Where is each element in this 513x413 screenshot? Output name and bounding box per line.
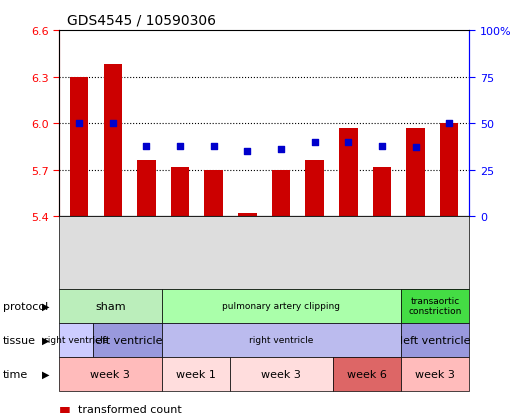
Point [109, 121, 117, 127]
Bar [70, 78, 88, 217]
Text: week 1: week 1 [176, 369, 216, 379]
Point [75, 121, 83, 127]
Text: left ventricle: left ventricle [400, 335, 470, 345]
Point [378, 143, 386, 150]
Point [310, 139, 319, 146]
Text: left ventricle: left ventricle [92, 335, 163, 345]
Text: week 3: week 3 [90, 369, 130, 379]
Bar [440, 124, 459, 217]
Text: week 3: week 3 [415, 369, 455, 379]
Point [411, 145, 420, 152]
Text: protocol: protocol [3, 301, 48, 311]
Text: sham: sham [95, 301, 126, 311]
Bar [305, 161, 324, 217]
Bar [406, 128, 425, 217]
Bar [205, 171, 223, 217]
Text: ■: ■ [59, 403, 71, 413]
Text: ▶: ▶ [43, 369, 50, 379]
Text: ▶: ▶ [43, 335, 50, 345]
Bar [171, 167, 189, 217]
Bar [272, 171, 290, 217]
Text: right ventricle: right ventricle [249, 335, 313, 344]
Point [142, 143, 150, 150]
Text: time: time [3, 369, 28, 379]
Bar [339, 128, 358, 217]
Bar [104, 65, 122, 217]
Text: week 3: week 3 [261, 369, 301, 379]
Point [176, 143, 184, 150]
Point [277, 147, 285, 153]
Text: transformed count: transformed count [78, 404, 182, 413]
Text: right ventricle: right ventricle [44, 335, 108, 344]
Bar [372, 167, 391, 217]
Bar [238, 214, 256, 217]
Point [243, 149, 251, 155]
Text: GDS4545 / 10590306: GDS4545 / 10590306 [67, 13, 216, 27]
Point [344, 139, 352, 146]
Text: pulmonary artery clipping: pulmonary artery clipping [222, 301, 340, 311]
Text: transaortic
constriction: transaortic constriction [408, 297, 462, 316]
Bar [137, 161, 156, 217]
Text: week 6: week 6 [347, 369, 387, 379]
Point [445, 121, 453, 127]
Point [210, 143, 218, 150]
Text: ▶: ▶ [43, 301, 50, 311]
Text: tissue: tissue [3, 335, 35, 345]
